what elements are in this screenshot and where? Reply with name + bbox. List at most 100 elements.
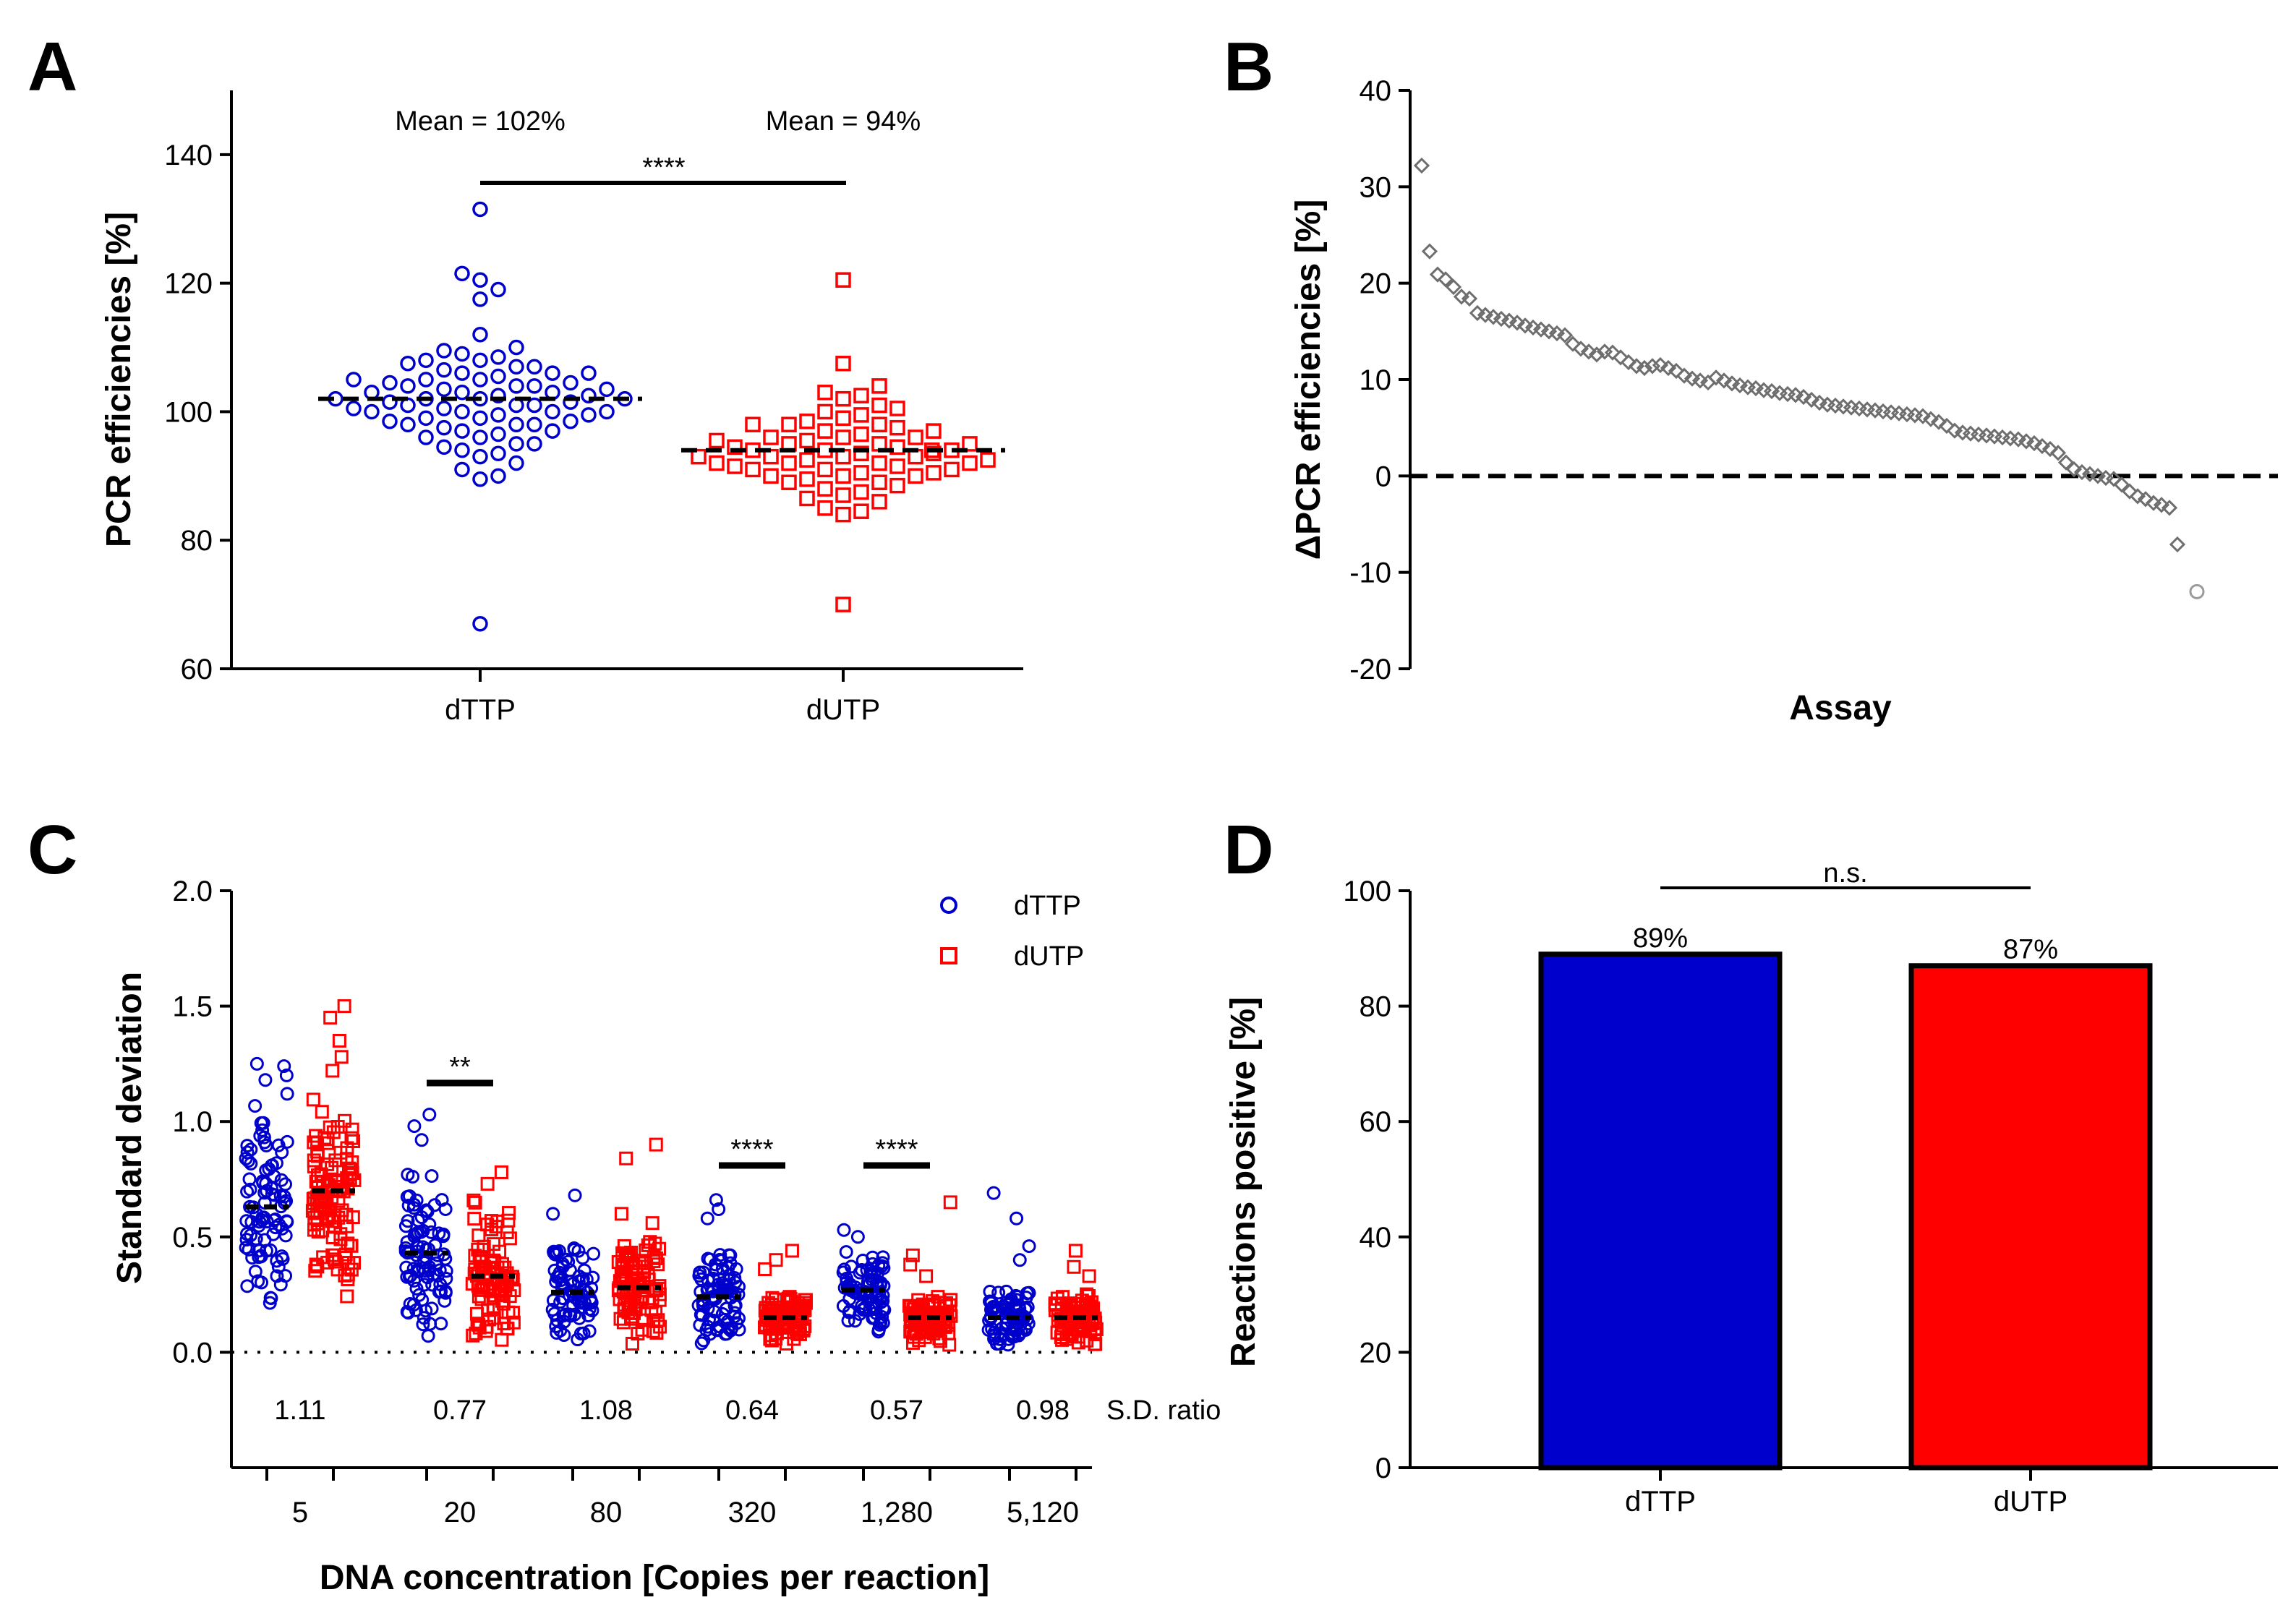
panel-c-sd-ratio: 0.57 xyxy=(870,1395,923,1426)
panel-c-point-dutp xyxy=(325,1012,336,1024)
panel-c-point-dttp xyxy=(1014,1254,1025,1266)
panel-c-point-dttp xyxy=(422,1330,434,1342)
panel-c-significance: **** xyxy=(730,1134,773,1165)
panel-c-point-dutp xyxy=(316,1106,328,1118)
panel-c-legend: dTTP dUTP xyxy=(942,891,1084,972)
panel-a-point-dutp xyxy=(837,431,850,444)
panel-a-point-dttp xyxy=(546,405,559,418)
panel-a-point-dutp xyxy=(855,389,868,402)
panel-a-point-dutp xyxy=(891,479,904,492)
panel-a-point-dttp xyxy=(456,424,469,437)
panel-a-point-dutp xyxy=(837,357,850,370)
panel-a-point-dutp xyxy=(837,393,850,406)
panel-b-point xyxy=(1423,245,1436,258)
panel-a-point-dttp xyxy=(492,283,505,296)
panel-b-y-tick-label: 0 xyxy=(1375,461,1391,492)
panel-a-point-dttp xyxy=(456,463,469,476)
panel-a-point-dutp xyxy=(927,424,940,437)
panel-b-y-tick-label: -20 xyxy=(1349,654,1391,685)
panel-a-point-dutp xyxy=(981,453,994,466)
panel-a-point-dutp xyxy=(855,505,868,518)
panel-a-point-dttp xyxy=(564,376,577,389)
panel-a-point-dttp xyxy=(438,440,451,453)
panel-b-xlabel: Assay xyxy=(1789,689,1892,727)
panel-c-category-label: 1,280 xyxy=(861,1497,933,1528)
panel-a-point-dutp xyxy=(909,431,922,444)
panel-a-y-tick-label: 100 xyxy=(164,396,213,428)
panel-c-point-dutp xyxy=(333,1035,345,1046)
panel-c-point-dttp xyxy=(701,1212,713,1224)
panel-d-category-dutp: dUTP xyxy=(1994,1486,2067,1518)
panel-b-axes: -20-10010203040 xyxy=(1349,75,2278,685)
panel-d-y-tick-label: 20 xyxy=(1360,1337,1392,1369)
panel-a-point-dutp xyxy=(819,386,832,399)
panel-d-y-tick-label: 80 xyxy=(1360,991,1392,1023)
panel-a-point-dttp xyxy=(438,364,451,377)
panel-c-point-dutp xyxy=(496,1334,508,1345)
panel-c-point-dutp xyxy=(495,1166,507,1178)
panel-d-y-tick-label: 100 xyxy=(1343,876,1391,907)
panel-c-point-dutp xyxy=(646,1218,658,1229)
panel-b: B ΔPCR efficiencies [%] Assay -20-100102… xyxy=(1224,28,2278,727)
panel-a-point-dutp xyxy=(819,405,832,418)
panel-a-point-dutp xyxy=(782,476,795,489)
panel-a-point-dttp xyxy=(510,437,523,450)
panel-d-y-tick-label: 0 xyxy=(1375,1452,1391,1484)
panel-a-mean-dutp: Mean = 94% xyxy=(766,106,921,137)
panel-a-point-dttp xyxy=(474,411,487,424)
panel-c-category-label: 320 xyxy=(728,1497,777,1528)
panel-c-sd-ratio: 0.98 xyxy=(1016,1395,1070,1426)
panel-a-point-dttp xyxy=(474,273,487,286)
panel-c-significance: ** xyxy=(449,1052,471,1082)
panel-a-point-dutp xyxy=(873,495,886,508)
panel-d-bar-label: 89% xyxy=(1633,923,1688,954)
panel-a-point-dutp xyxy=(801,473,814,486)
panel-b-y-tick-label: 30 xyxy=(1360,171,1392,203)
panel-c-point-dttp xyxy=(569,1189,581,1201)
panel-a-point-dttp xyxy=(528,418,541,431)
panel-c-xlabel: DNA concentration [Copies per reaction] xyxy=(320,1559,989,1597)
panel-c-y-tick-label: 0.0 xyxy=(172,1337,213,1369)
panel-a-point-dttp xyxy=(474,450,487,463)
panel-a-point-dttp xyxy=(456,405,469,418)
panel-c-point-dttp xyxy=(260,1074,271,1086)
panel-a-label: A xyxy=(27,28,77,106)
panel-c-ylabel: Standard deviation xyxy=(111,972,149,1284)
panel-b-ylabel: ΔPCR efficiencies [%] xyxy=(1289,200,1328,560)
panel-a-point-dttp xyxy=(438,422,451,435)
panel-a-point-dutp xyxy=(873,457,886,470)
panel-a-point-dttp xyxy=(528,380,541,393)
panel-a-point-dttp xyxy=(528,360,541,373)
panel-a-point-dttp xyxy=(474,293,487,306)
panel-c-point-dttp xyxy=(276,1147,288,1158)
panel-a-y-tick-label: 80 xyxy=(181,525,213,557)
panel-a-point-dttp xyxy=(419,373,432,386)
panel-c-point-dttp xyxy=(852,1231,863,1243)
panel-b-point xyxy=(2171,538,2184,551)
panel-c-point-dutp xyxy=(786,1245,798,1257)
panel-a-point-dutp xyxy=(746,418,759,431)
panel-a-point-dttp xyxy=(383,415,396,428)
panel-c-point-dutp xyxy=(650,1139,662,1150)
panel-d-bar-dttp xyxy=(1541,954,1780,1468)
panel-d-bars: 89% 87% xyxy=(1541,923,2150,1468)
panel-a-point-dttp xyxy=(510,418,523,431)
panel-c-point-dutp xyxy=(1068,1261,1080,1272)
panel-a-point-dttp xyxy=(582,367,595,380)
panel-c-point-dttp xyxy=(1023,1241,1035,1252)
panel-c-point-dttp xyxy=(409,1121,420,1132)
panel-a-point-dutp xyxy=(909,469,922,482)
panel-a-point-dutp xyxy=(927,466,940,479)
panel-a-mean-dttp: Mean = 102% xyxy=(395,106,566,137)
panel-c-category-label: 20 xyxy=(444,1497,477,1528)
panel-d-y-tick-label: 60 xyxy=(1360,1106,1392,1138)
panel-c-sd-ratio: 1.11 xyxy=(274,1395,325,1426)
panel-b-point xyxy=(1431,268,1444,281)
panel-c: C Standard deviation DNA concentration [… xyxy=(27,811,1221,1597)
panel-a-point-dttp xyxy=(383,376,396,389)
panel-c-point-dttp xyxy=(281,1088,293,1100)
panel-a-point-dttp xyxy=(564,415,577,428)
legend-dutp-marker xyxy=(942,949,956,963)
panel-a-point-dutp xyxy=(710,457,723,470)
panel-c-point-dutp xyxy=(307,1094,319,1105)
